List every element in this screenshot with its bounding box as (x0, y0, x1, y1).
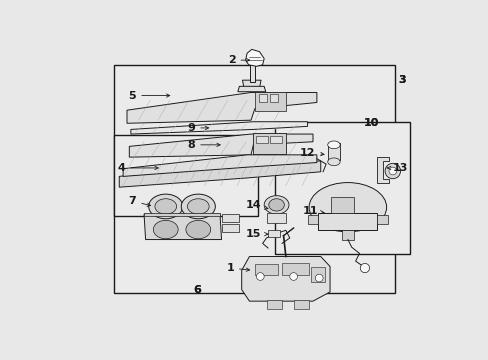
Ellipse shape (289, 273, 297, 280)
Ellipse shape (268, 199, 284, 211)
Text: 9: 9 (187, 123, 208, 133)
Bar (293, 300, 308, 309)
Text: 7: 7 (128, 196, 150, 206)
Text: 13: 13 (386, 163, 407, 173)
Text: 14: 14 (245, 200, 267, 210)
Bar (377, 215, 387, 224)
Bar (282, 263, 308, 275)
Ellipse shape (264, 195, 288, 214)
Polygon shape (144, 213, 220, 216)
Ellipse shape (153, 220, 178, 239)
Bar (341, 230, 353, 239)
Polygon shape (131, 122, 307, 134)
Text: 11: 11 (302, 206, 324, 216)
Text: 10: 10 (363, 117, 378, 127)
Bar (307, 215, 318, 224)
Bar (275, 122, 409, 254)
Text: 12: 12 (299, 148, 324, 158)
Ellipse shape (360, 264, 369, 273)
Bar (114, 135, 258, 216)
Polygon shape (237, 86, 265, 92)
Bar (270, 94, 278, 102)
Ellipse shape (181, 194, 215, 219)
Bar (258, 94, 266, 102)
Text: 6: 6 (192, 285, 200, 294)
Bar (254, 93, 285, 111)
Bar (330, 197, 353, 213)
Bar (327, 143, 340, 160)
Bar (311, 266, 325, 282)
Bar (254, 264, 278, 275)
Polygon shape (144, 214, 221, 239)
Polygon shape (242, 80, 261, 88)
Ellipse shape (384, 163, 400, 179)
Ellipse shape (256, 273, 264, 280)
Ellipse shape (155, 199, 176, 214)
Bar (270, 136, 282, 143)
Ellipse shape (185, 220, 210, 239)
Ellipse shape (327, 141, 340, 149)
Polygon shape (129, 134, 312, 157)
Polygon shape (119, 161, 320, 187)
Text: 10: 10 (363, 117, 378, 127)
Ellipse shape (327, 158, 340, 166)
Bar (267, 213, 285, 223)
Ellipse shape (315, 274, 323, 282)
Polygon shape (377, 157, 388, 183)
Polygon shape (245, 49, 264, 66)
Polygon shape (241, 256, 329, 301)
Text: 6: 6 (192, 285, 200, 294)
Polygon shape (250, 61, 254, 82)
Ellipse shape (308, 183, 386, 232)
Bar (256, 136, 267, 143)
Text: 5: 5 (128, 91, 169, 100)
Bar (221, 214, 238, 222)
Ellipse shape (388, 167, 396, 175)
Text: 3: 3 (398, 75, 405, 85)
Text: 8: 8 (187, 140, 220, 150)
Polygon shape (123, 155, 316, 176)
Bar (266, 300, 282, 309)
Text: 3: 3 (398, 75, 405, 85)
Text: 15: 15 (245, 229, 267, 239)
Bar (114, 66, 394, 293)
Bar (267, 230, 280, 237)
Text: 4: 4 (118, 163, 158, 173)
Ellipse shape (187, 199, 209, 214)
Bar (221, 224, 238, 232)
Polygon shape (127, 93, 316, 123)
Ellipse shape (148, 194, 183, 219)
Bar (318, 213, 377, 230)
Text: 1: 1 (226, 263, 249, 273)
Bar (253, 132, 285, 154)
Text: 2: 2 (227, 55, 249, 65)
